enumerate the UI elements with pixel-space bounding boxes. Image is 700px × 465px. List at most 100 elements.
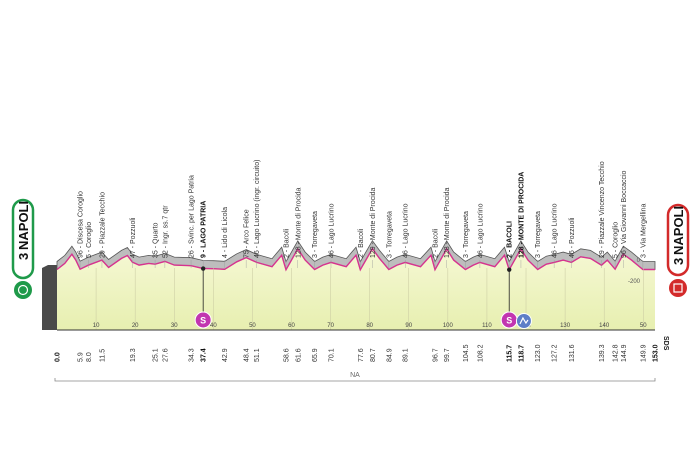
waypoint-label: 5 - Coroglio [86, 222, 93, 258]
km-tick-label: 20 [132, 323, 139, 329]
waypoint-label: 2 - Bacoli [433, 228, 440, 258]
km-labels: 5.9 8.0 11.5 19.3 25.1 27.6 34.3 37.4 42.9 48.4 51… [55, 344, 660, 362]
waypoint-km-label: 48.4 [244, 348, 251, 362]
sprint-letter: S [506, 316, 512, 326]
waypoint-km-label: 61.6 [295, 348, 302, 362]
waypoint-km-label: 25.1 [153, 348, 160, 362]
waypoint-km-label: 144.9 [621, 344, 628, 362]
waypoint-label: 96 - Discesa Coroglio [78, 191, 85, 258]
route-line [56, 247, 655, 272]
km-guides [95, 268, 644, 330]
waypoint-km-label: 58.6 [284, 348, 291, 362]
waypoint-km-label: 127.2 [552, 344, 559, 362]
waypoint-km-label: 80.7 [370, 348, 377, 362]
km-tick-label: 50 [640, 323, 647, 329]
km-tick-label: 110 [482, 323, 492, 329]
waypoint-km-label: 65.9 [312, 348, 319, 362]
finish-town-altitude: 3 [671, 258, 686, 265]
waypoint-km-label: 77.6 [358, 348, 365, 362]
waypoint-km-label: 89.1 [403, 348, 410, 362]
waypoint-km-label: 118.7 [518, 345, 525, 362]
chart-body: 0-200 1020304050607080901001101201301405… [42, 239, 656, 331]
km-tick-label: 10 [93, 323, 100, 329]
waypoint-label: 46 - Lago Lucrino [403, 203, 410, 258]
waypoint-label: 47 - Pozzuoli [130, 217, 137, 258]
waypoint-label: 3 - Torregaveta [386, 211, 393, 258]
waypoint-label: 4 - Lido di Licola [222, 207, 229, 258]
km-tick-label: 140 [599, 323, 610, 329]
waypoint-km-label: 115.7 [507, 345, 514, 362]
waypoint-km-label: 131.6 [569, 344, 576, 362]
waypoint-label: 29 - Piazzale Vincenzo Tecchio [599, 161, 606, 258]
waypoint-km-label: 149.9 [640, 344, 647, 362]
waypoint-km-label: 8.0 [86, 352, 93, 362]
waypoint-km-label: 108.2 [477, 344, 484, 362]
waypoint-label: 52 - Ingr. ss.7 qtr [162, 205, 169, 258]
finish-town-marker: 3 NAPOLI [666, 203, 690, 297]
waypoint-label: 46 - Lago Lucrino [329, 203, 336, 258]
start-town-marker: 3 NAPOLI [11, 198, 35, 299]
endpoint-km-label: 153.0 [653, 344, 660, 362]
waypoint-km-label: 51.1 [254, 348, 261, 362]
waypoint-km-label: 104.5 [463, 344, 470, 362]
waypoint-km-label: 5.9 [78, 352, 85, 362]
waypoint-km-label: 34.3 [189, 348, 196, 362]
waypoint-label: 2 - Bacoli [358, 228, 365, 258]
waypoint-label: 2 - BACOLI [507, 221, 514, 258]
waypoint-label: 128 - MONTE DI PROCIDA [518, 172, 525, 258]
waypoint-label: 3 - Torregaveta [312, 211, 319, 258]
km-tick-label: 90 [405, 323, 412, 329]
waypoint-label: 3 - Torregaveta [535, 211, 542, 258]
waypoint-km-label: 11.5 [99, 349, 106, 362]
start-town-altitude: 3 [16, 253, 31, 260]
waypoint-label: 9 - LAGO PATRIA [201, 201, 208, 258]
km-tick-label: 40 [210, 323, 217, 329]
na-label: NA [350, 372, 360, 379]
waypoint-km-label: 27.6 [162, 348, 169, 362]
waypoint-km-label: 123.0 [535, 344, 542, 362]
finish-town-badge [666, 203, 690, 277]
waypoint-km-label: 142.8 [613, 344, 620, 362]
waypoint-label: 3 - Via Mergellina [640, 204, 647, 258]
endpoint-km-label: 0.0 [55, 352, 62, 362]
waypoint-km-label: 19.3 [130, 348, 137, 362]
waypoint-labels: 96 - Discesa Coroglio 5 - Coroglio 29 - Pi… [78, 160, 647, 268]
sprint-icon [194, 311, 212, 329]
altitude-tick-label: -200 [628, 279, 641, 285]
start-flag-icon [14, 281, 32, 299]
waypoint-km-label: 139.3 [599, 344, 606, 362]
waypoint-label: 96 - Via Giovanni Boccaccio [621, 170, 628, 258]
finish-flag-icon [669, 279, 687, 297]
sds-logo: SDS [662, 336, 669, 351]
waypoint-label: 35 - Quarto [153, 222, 160, 258]
waypoint-label: 46 - Lago Lucrino (ingr. circuito) [254, 160, 261, 258]
waypoint-km-label: 70.1 [329, 348, 336, 362]
waypoint-km-label: 96.7 [433, 348, 440, 362]
km-scale: 10203040506070809010011012013014050 [93, 323, 648, 329]
waypoint-label: 46 - Pozzuoli [569, 217, 576, 258]
left-wall [42, 265, 57, 330]
climb-icon-shape [519, 316, 529, 325]
sprint-dot [507, 267, 512, 272]
waypoint-label: 29 - Piazzale Tecchio [99, 192, 106, 258]
waypoint-km-label: 84.9 [386, 348, 393, 362]
waypoint-label: 2 - Bacoli [284, 228, 291, 258]
finish-town-name: NAPOLI [671, 206, 686, 255]
sprint-letter: S [200, 316, 206, 326]
altitude-tick-label: 0 [637, 258, 641, 264]
waypoint-label: 128 - Monte di Procida [295, 187, 302, 258]
waypoint-label: 46 - Lago Lucrino [477, 203, 484, 258]
km-tick-label: 70 [327, 323, 334, 329]
sprint-dot [200, 266, 206, 271]
waypoint-km-label: 42.9 [222, 348, 229, 362]
waypoint-label: 5 - Coroglio [613, 222, 620, 258]
waypoint-km-label: 37.4 [201, 348, 208, 362]
km-tick-label: 80 [366, 323, 373, 329]
waypoint-label: 128 - Monte di Procida [444, 187, 451, 258]
km-tick-label: 60 [288, 323, 295, 329]
climb-icon [515, 313, 532, 329]
km-tick-label: 100 [443, 323, 454, 329]
start-town-name: NAPOLI [16, 201, 31, 250]
